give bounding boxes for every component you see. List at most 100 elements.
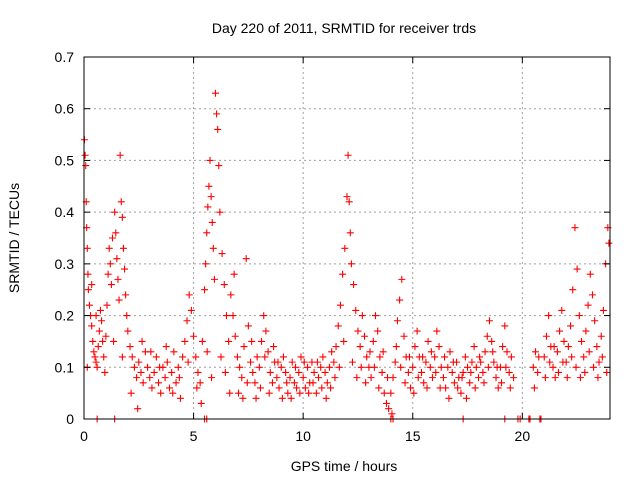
data-point <box>449 358 457 366</box>
data-point <box>84 270 92 278</box>
data-point <box>165 384 173 392</box>
data-point <box>282 368 290 376</box>
data-point <box>287 394 295 402</box>
data-point <box>405 353 413 361</box>
data-point <box>437 363 445 371</box>
data-point <box>374 327 382 335</box>
data-point <box>568 353 576 361</box>
data-point <box>170 348 178 356</box>
data-point <box>240 343 248 351</box>
data-point <box>111 208 119 216</box>
data-point <box>358 312 366 320</box>
data-point <box>213 110 221 118</box>
data-point <box>256 384 264 392</box>
data-point <box>174 363 182 371</box>
data-point <box>312 389 320 397</box>
data-point <box>217 353 225 361</box>
data-point <box>328 348 336 356</box>
data-point <box>118 353 126 361</box>
data-point <box>375 384 383 392</box>
data-point <box>212 89 219 97</box>
data-point <box>605 239 613 247</box>
data-point <box>446 348 454 356</box>
data-point <box>115 296 123 304</box>
x-tick-label: 10 <box>295 428 311 444</box>
data-point <box>99 337 107 345</box>
data-point <box>299 374 307 382</box>
data-point <box>362 379 370 387</box>
data-point <box>95 327 103 335</box>
data-point <box>274 358 282 366</box>
data-point <box>207 193 215 201</box>
data-point <box>334 322 342 330</box>
data-point <box>530 384 538 392</box>
data-point <box>94 343 102 351</box>
data-point <box>104 270 112 278</box>
x-tick-label: 0 <box>80 428 88 444</box>
data-point <box>467 368 475 376</box>
data-point <box>560 337 568 345</box>
data-point <box>216 208 224 216</box>
data-point <box>354 327 362 335</box>
data-point <box>593 343 601 351</box>
data-point <box>598 353 606 361</box>
x-tick-label: 5 <box>190 428 198 444</box>
data-point <box>283 379 291 387</box>
data-point <box>92 312 100 320</box>
chart-title: Day 220 of 2011, SRMTID for receiver trd… <box>212 20 476 36</box>
data-point <box>597 332 605 340</box>
data-point <box>410 389 418 397</box>
data-point <box>169 389 177 397</box>
y-tick-label: 0.7 <box>55 49 75 65</box>
data-point <box>588 291 596 299</box>
data-point <box>388 410 396 418</box>
data-point <box>208 374 216 382</box>
data-point <box>420 379 428 387</box>
data-point <box>493 363 501 371</box>
data-point <box>435 343 443 351</box>
data-point <box>243 379 251 387</box>
data-point <box>323 379 331 387</box>
data-point <box>501 322 509 330</box>
data-point <box>113 255 121 263</box>
data-point <box>485 317 493 325</box>
y-tick-label: 0.6 <box>55 101 75 117</box>
data-point <box>110 337 118 345</box>
data-point <box>411 343 419 351</box>
data-point <box>261 353 269 361</box>
data-point <box>319 353 327 361</box>
data-point <box>531 348 539 356</box>
data-point <box>197 399 205 407</box>
data-point <box>193 384 201 392</box>
data-point <box>172 379 180 387</box>
data-point <box>393 317 401 325</box>
data-point <box>270 343 278 351</box>
data-point <box>404 368 412 376</box>
data-point <box>494 384 502 392</box>
data-point <box>380 389 388 397</box>
data-point <box>102 332 110 340</box>
data-point <box>242 255 250 263</box>
data-point <box>584 301 592 309</box>
data-point <box>88 322 96 330</box>
data-point <box>343 193 351 201</box>
data-point <box>83 244 91 252</box>
data-point <box>327 384 335 392</box>
data-point <box>284 389 292 397</box>
data-point <box>424 337 432 345</box>
data-point <box>82 162 90 170</box>
data-point <box>335 363 343 371</box>
data-point <box>91 353 99 361</box>
data-point <box>441 353 449 361</box>
data-point <box>603 368 611 376</box>
data-point <box>255 363 263 371</box>
x-tick-label: 15 <box>405 428 421 444</box>
data-point <box>226 389 234 397</box>
data-point <box>130 363 138 371</box>
data-point <box>339 270 347 278</box>
data-point <box>214 125 222 133</box>
data-point <box>392 343 400 351</box>
data-point <box>401 379 409 387</box>
data-point <box>489 348 497 356</box>
data-point <box>476 353 484 361</box>
